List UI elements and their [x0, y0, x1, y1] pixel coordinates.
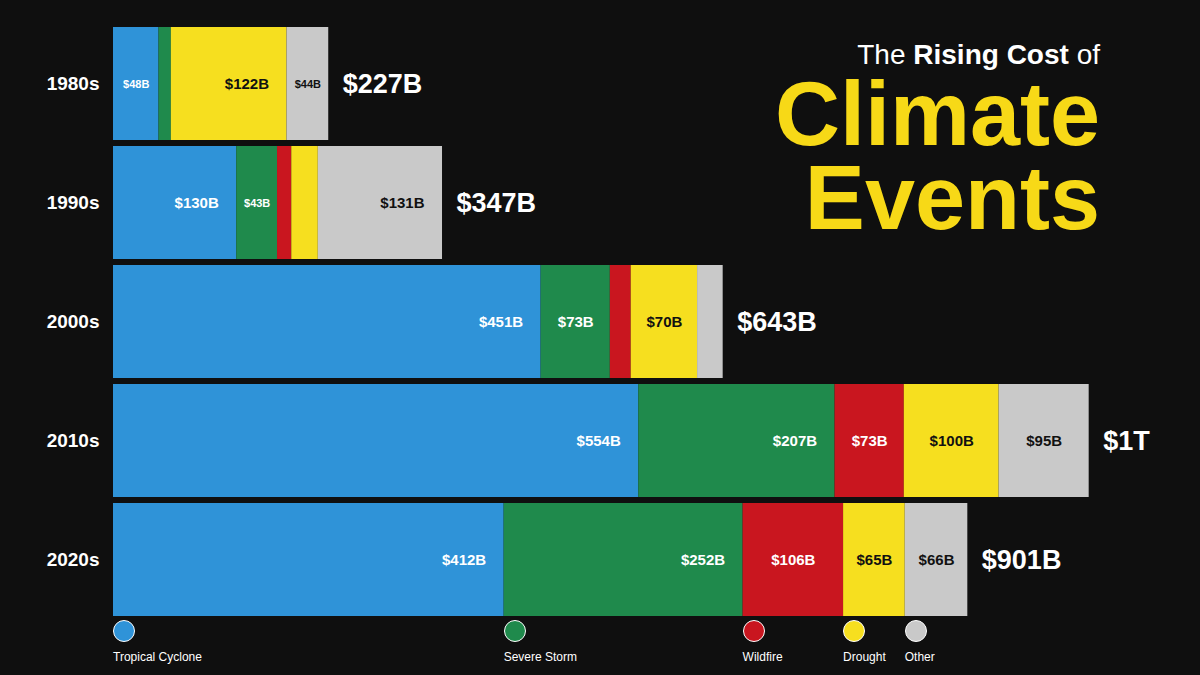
svg-text:$73B: $73B [852, 432, 888, 449]
svg-text:$44B: $44B [295, 78, 321, 90]
svg-text:2020s: 2020s [47, 549, 100, 570]
html-text:Other: Other [904, 650, 935, 664]
svg-text:1980s: 1980s [47, 73, 100, 94]
svg-text:$1T: $1T [1103, 426, 1150, 456]
html-text:Events: Events [804, 148, 1100, 248]
svg-text:$43B: $43B [244, 197, 270, 209]
svg-text:$643B: $643B [737, 307, 817, 337]
svg-text:$131B: $131B [380, 194, 424, 211]
html-text:Wildfire: Wildfire [742, 650, 783, 664]
svg-text:$227B: $227B [343, 69, 423, 99]
svg-text:1990s: 1990s [47, 192, 100, 213]
svg-text:$70B: $70B [646, 313, 682, 330]
svg-text:$451B: $451B [479, 313, 523, 330]
svg-text:$207B: $207B [773, 432, 817, 449]
svg-text:2000s: 2000s [47, 311, 100, 332]
html-text:Climate: Climate [774, 64, 1100, 164]
svg-text:$65B: $65B [856, 551, 892, 568]
svg-text:$901B: $901B [982, 545, 1062, 575]
svg-text:$73B: $73B [558, 313, 594, 330]
svg-text:$48B: $48B [123, 78, 149, 90]
html-text:Drought: Drought [843, 650, 886, 664]
svg-text:$554B: $554B [577, 432, 621, 449]
svg-text:$100B: $100B [930, 432, 974, 449]
svg-text:$95B: $95B [1026, 432, 1062, 449]
html-text:Severe Storm: Severe Storm [503, 650, 577, 664]
svg-text:$412B: $412B [442, 551, 486, 568]
html-text:The Rising Cost of: The Rising Cost of [857, 39, 1100, 70]
svg-text:$106B: $106B [771, 551, 815, 568]
html-text:Tropical Cyclone: Tropical Cyclone [113, 650, 202, 664]
svg-text:$252B: $252B [681, 551, 725, 568]
svg-text:$130B: $130B [175, 194, 219, 211]
svg-text:$66B: $66B [919, 551, 955, 568]
svg-text:2010s: 2010s [47, 430, 100, 451]
svg-text:$122B: $122B [225, 75, 269, 92]
svg-text:$347B: $347B [457, 188, 537, 218]
